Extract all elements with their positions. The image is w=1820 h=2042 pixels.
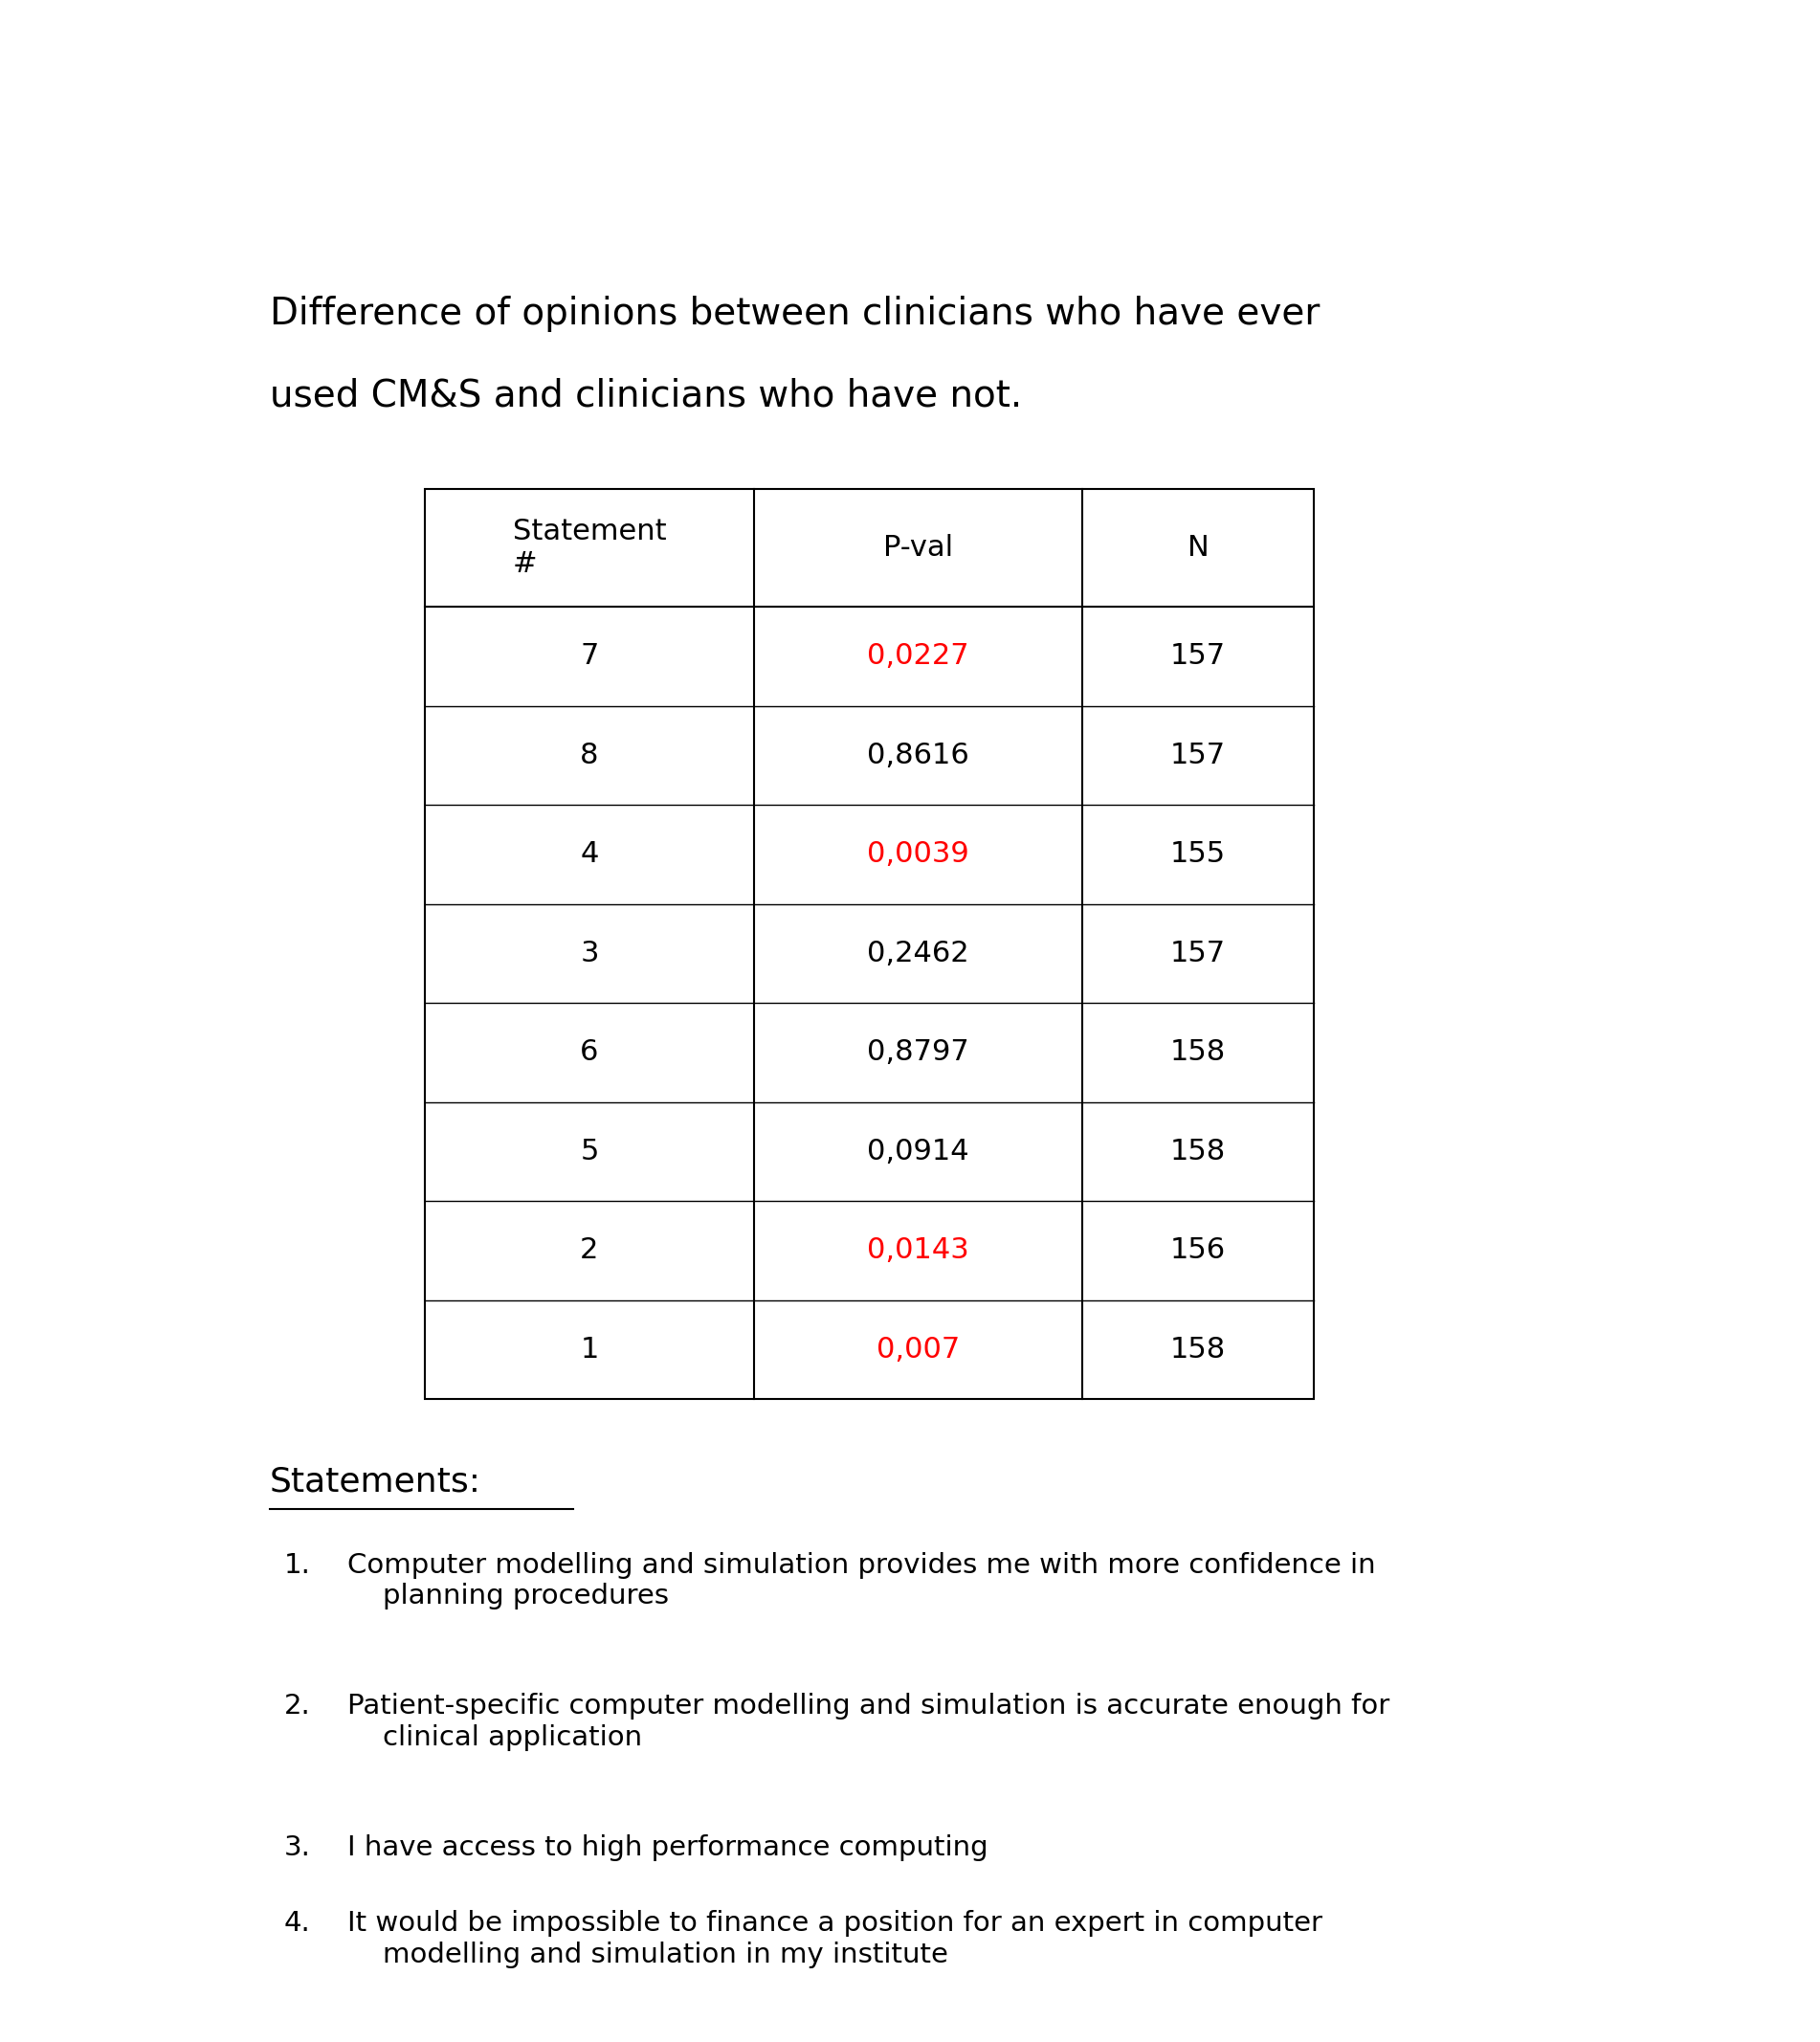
Text: Difference of opinions between clinicians who have ever: Difference of opinions between clinician… — [269, 296, 1320, 331]
Text: Computer modelling and simulation provides me with more confidence in
    planni: Computer modelling and simulation provid… — [348, 1552, 1376, 1609]
Text: 0,2462: 0,2462 — [866, 939, 970, 968]
Text: 1: 1 — [581, 1335, 599, 1364]
Text: 5: 5 — [581, 1137, 599, 1166]
Text: 0,0914: 0,0914 — [866, 1137, 970, 1166]
Bar — [426, 488, 1314, 1399]
Text: 4: 4 — [581, 841, 599, 868]
Text: 2: 2 — [581, 1237, 599, 1264]
Text: 157: 157 — [1170, 741, 1227, 770]
Text: N: N — [1187, 533, 1208, 562]
Text: 157: 157 — [1170, 939, 1227, 968]
Text: 0,0143: 0,0143 — [866, 1237, 970, 1264]
Text: 0,007: 0,007 — [877, 1335, 959, 1364]
Text: It would be impossible to finance a position for an expert in computer
    model: It would be impossible to finance a posi… — [348, 1909, 1323, 1968]
Text: 0,8616: 0,8616 — [866, 741, 970, 770]
Text: 157: 157 — [1170, 643, 1227, 670]
Text: Statement
#: Statement # — [513, 519, 666, 578]
Text: 155: 155 — [1170, 841, 1227, 868]
Text: P-val: P-val — [883, 533, 954, 562]
Text: 1.: 1. — [284, 1552, 311, 1578]
Text: Patient-specific computer modelling and simulation is accurate enough for
    cl: Patient-specific computer modelling and … — [348, 1693, 1390, 1750]
Text: 3: 3 — [581, 939, 599, 968]
Text: 2.: 2. — [284, 1693, 311, 1719]
Text: 4.: 4. — [284, 1909, 311, 1938]
Text: 158: 158 — [1170, 1039, 1227, 1066]
Text: 8: 8 — [581, 741, 599, 770]
Text: 158: 158 — [1170, 1335, 1227, 1364]
Text: 7: 7 — [581, 643, 599, 670]
Text: 0,0227: 0,0227 — [866, 643, 970, 670]
Text: 6: 6 — [581, 1039, 599, 1066]
Text: I have access to high performance computing: I have access to high performance comput… — [348, 1834, 988, 1862]
Text: 0,0039: 0,0039 — [866, 841, 970, 868]
Text: 3.: 3. — [284, 1834, 311, 1862]
Text: 158: 158 — [1170, 1137, 1227, 1166]
Text: Statements:: Statements: — [269, 1466, 480, 1497]
Text: used CM&S and clinicians who have not.: used CM&S and clinicians who have not. — [269, 378, 1023, 412]
Text: 156: 156 — [1170, 1237, 1227, 1264]
Text: 0,8797: 0,8797 — [866, 1039, 970, 1066]
